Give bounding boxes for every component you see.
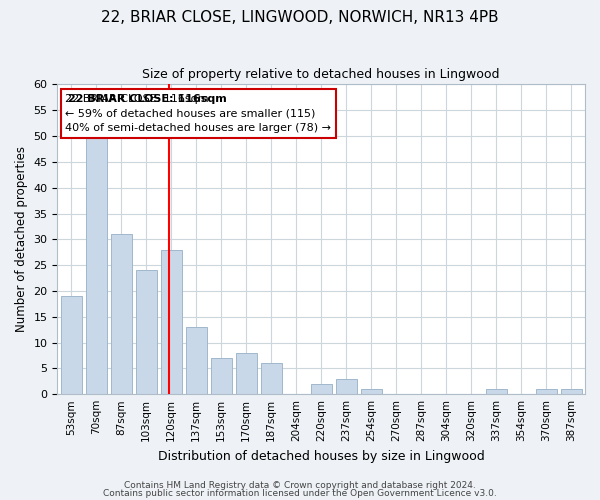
Bar (560, 389, 582, 394)
Text: 22, BRIAR CLOSE, LINGWOOD, NORWICH, NR13 4PB: 22, BRIAR CLOSE, LINGWOOD, NORWICH, NR13… (101, 10, 499, 25)
Text: 22 BRIAR CLOSE: 116sqm: 22 BRIAR CLOSE: 116sqm (68, 94, 227, 104)
Bar (185, 327, 207, 394)
Bar (335, 378, 357, 394)
Bar (536, 389, 557, 394)
Text: Contains HM Land Registry data © Crown copyright and database right 2024.: Contains HM Land Registry data © Crown c… (124, 480, 476, 490)
Title: Size of property relative to detached houses in Lingwood: Size of property relative to detached ho… (142, 68, 500, 80)
Bar (485, 389, 507, 394)
Bar (361, 389, 382, 394)
Bar (110, 234, 132, 394)
Bar (161, 250, 182, 394)
Y-axis label: Number of detached properties: Number of detached properties (15, 146, 28, 332)
Bar (211, 358, 232, 394)
Bar (260, 363, 282, 394)
Text: 22 BRIAR CLOSE: 116sqm
← 59% of detached houses are smaller (115)
40% of semi-de: 22 BRIAR CLOSE: 116sqm ← 59% of detached… (65, 94, 331, 134)
Bar (136, 270, 157, 394)
Bar (236, 353, 257, 394)
Bar (86, 136, 107, 394)
Text: Contains public sector information licensed under the Open Government Licence v3: Contains public sector information licen… (103, 489, 497, 498)
Bar (61, 296, 82, 394)
X-axis label: Distribution of detached houses by size in Lingwood: Distribution of detached houses by size … (158, 450, 485, 462)
Bar (311, 384, 332, 394)
